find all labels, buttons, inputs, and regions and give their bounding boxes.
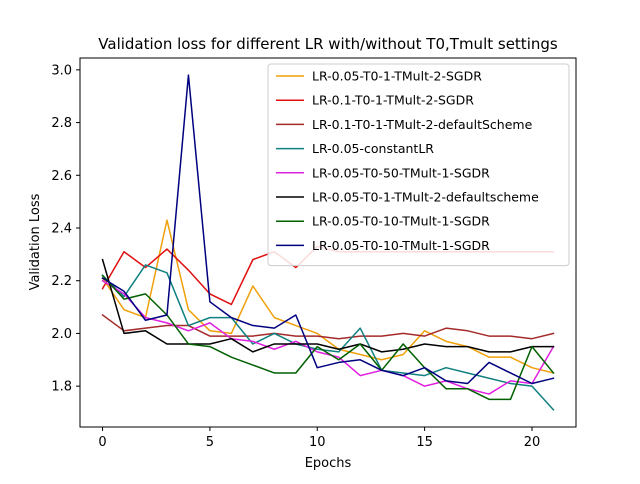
axes: 0 5 10 15 20 1.8 2.0 2.2 2.4 2.6 2.8 3.0 xyxy=(51,57,577,450)
legend-label: LR-0.05-T0-1-TMult-2-defaultscheme xyxy=(312,190,539,205)
series-line-7 xyxy=(101,274,555,401)
x-tick-label: 0 xyxy=(98,435,106,450)
legend-label: LR-0.05-constantLR xyxy=(312,141,434,156)
plot-frame xyxy=(79,57,577,428)
series-line-5 xyxy=(101,279,555,395)
y-tick-label: 1.8 xyxy=(51,380,72,395)
y-tick-label: 2.4 xyxy=(51,222,72,237)
series-line-3 xyxy=(101,313,555,340)
y-tick-label: 3.0 xyxy=(51,63,72,78)
series-line-6 xyxy=(101,258,555,353)
legend: LR-0.05-T0-1-TMult-2-SGDR LR-0.1-T0-1-TMu… xyxy=(267,63,570,267)
legend-label: LR-0.05-T0-10-TMult-1-SGDR xyxy=(312,238,490,253)
x-tick-label: 10 xyxy=(309,435,326,450)
chart-title: Validation loss for different LR with/wi… xyxy=(98,35,558,53)
legend-label: LR-0.05-T0-50-TMult-1-SGDR xyxy=(312,165,490,180)
legend-label: LR-0.1-T0-1-TMult-2-defaultScheme xyxy=(312,117,533,132)
x-tick-label: 15 xyxy=(416,435,433,450)
x-tick-label: 20 xyxy=(524,435,541,450)
y-axis-label: Validation Loss xyxy=(28,193,43,290)
x-axis-label: Epochs xyxy=(305,456,352,471)
x-tick-label: 5 xyxy=(206,435,214,450)
series-lines xyxy=(101,74,555,411)
y-tick-label: 2.8 xyxy=(51,116,72,131)
series-line-4 xyxy=(101,264,555,411)
legend-label: LR-0.05-T0-10-TMult-1-SGDR xyxy=(312,214,490,229)
series-line-8 xyxy=(101,74,555,385)
legend-label: LR-0.05-T0-1-TMult-2-SGDR xyxy=(312,69,482,84)
y-tick-label: 2.6 xyxy=(51,169,72,184)
legend-label: LR-0.1-T0-1-TMult-2-SGDR xyxy=(312,93,474,108)
y-tick-label: 2.0 xyxy=(51,327,72,342)
legend-box xyxy=(267,63,570,267)
series-line-1 xyxy=(101,219,555,374)
y-tick-label: 2.2 xyxy=(51,274,72,289)
